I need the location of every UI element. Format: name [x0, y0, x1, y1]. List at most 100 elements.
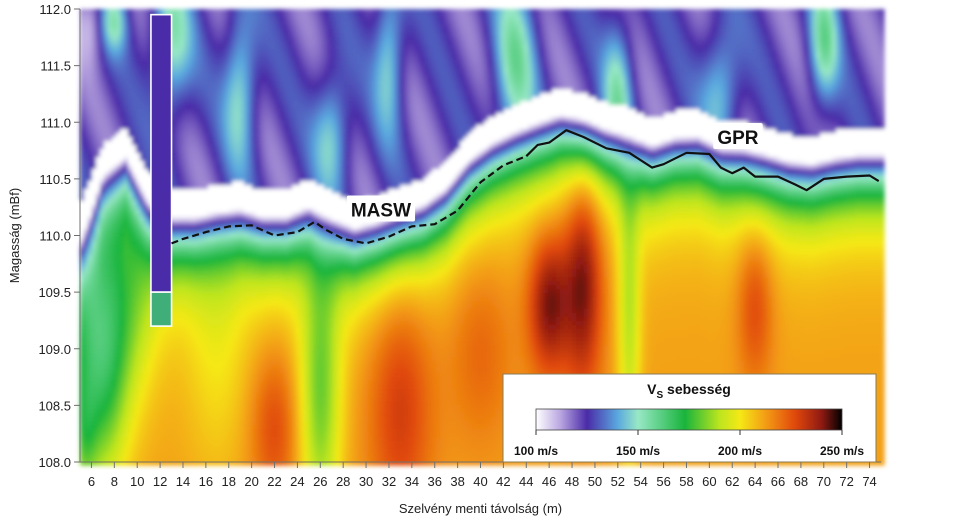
heatmap-cell — [252, 29, 257, 34]
heatmap-cell — [440, 101, 445, 106]
heatmap-cell — [132, 81, 137, 86]
heatmap-cell — [728, 93, 733, 98]
heatmap-cell — [768, 41, 773, 46]
heatmap-cell — [392, 77, 397, 82]
heatmap-cell — [80, 21, 85, 26]
heatmap-cell — [584, 13, 589, 18]
heatmap-cell — [500, 81, 505, 86]
heatmap-cell — [704, 101, 709, 106]
heatmap-cell — [796, 69, 801, 74]
heatmap-cell — [660, 57, 665, 62]
heatmap-cell — [524, 25, 529, 30]
heatmap-cell — [872, 77, 877, 82]
heatmap-cell — [672, 13, 677, 18]
heatmap-cell — [132, 77, 137, 82]
heatmap-cell — [652, 37, 657, 42]
heatmap-cell — [388, 105, 393, 110]
heatmap-cell — [764, 57, 769, 62]
heatmap-cell — [696, 37, 701, 42]
heatmap-cell — [836, 33, 841, 38]
heatmap-cell — [280, 85, 285, 90]
heatmap-cell — [472, 37, 477, 42]
heatmap-cell — [188, 33, 193, 38]
heatmap-cell — [196, 49, 201, 54]
heatmap-cell — [228, 57, 233, 62]
heatmap-cell — [520, 69, 525, 74]
heatmap-cell — [428, 25, 433, 30]
heatmap-cell — [508, 97, 513, 102]
heatmap-cell — [804, 41, 809, 46]
heatmap-cell — [348, 17, 353, 22]
heatmap-cell — [572, 61, 577, 66]
heatmap-cell — [500, 13, 505, 18]
heatmap-cell — [104, 85, 109, 90]
heatmap-cell — [648, 105, 653, 110]
heatmap-cell — [176, 73, 181, 78]
heatmap-cell — [756, 17, 761, 22]
heatmap-cell — [340, 25, 345, 30]
heatmap-cell — [128, 9, 133, 14]
heatmap-cell — [80, 53, 85, 58]
heatmap-cell — [648, 65, 653, 70]
heatmap-cell — [300, 93, 305, 98]
heatmap-cell — [744, 61, 749, 66]
heatmap-cell — [204, 57, 209, 62]
heatmap-cell — [648, 101, 653, 106]
heatmap-cell — [348, 101, 353, 106]
heatmap-cell — [496, 61, 501, 66]
heatmap-cell — [128, 41, 133, 46]
heatmap-cell — [748, 29, 753, 34]
heatmap-cell — [372, 21, 377, 26]
heatmap-cell — [608, 21, 613, 26]
heatmap-cell — [476, 17, 481, 22]
heatmap-cell — [436, 13, 441, 18]
heatmap-cell — [236, 77, 241, 82]
heatmap-cell — [336, 41, 341, 46]
heatmap-cell — [568, 25, 573, 30]
heatmap-cell — [764, 93, 769, 98]
heatmap-cell — [204, 45, 209, 50]
heatmap-cell — [612, 53, 617, 58]
heatmap-cell — [336, 101, 341, 106]
heatmap-cell — [448, 73, 453, 78]
heatmap-cell — [844, 29, 849, 34]
heatmap-cell — [228, 77, 233, 82]
heatmap-cell — [316, 57, 321, 62]
heatmap-cell — [804, 29, 809, 34]
heatmap-cell — [484, 41, 489, 46]
heatmap-cell — [792, 93, 797, 98]
heatmap-cell — [576, 25, 581, 30]
heatmap-cell — [264, 89, 269, 94]
heatmap-cell — [404, 61, 409, 66]
heatmap-cell — [684, 105, 689, 110]
heatmap-cell — [380, 69, 385, 74]
heatmap-cell — [868, 77, 873, 82]
heatmap-cell — [212, 17, 217, 22]
heatmap-cell — [632, 105, 637, 110]
heatmap-cell — [792, 77, 797, 82]
heatmap-cell — [312, 61, 317, 66]
heatmap-cell — [516, 57, 521, 62]
heatmap-cell — [216, 9, 221, 14]
heatmap-cell — [284, 21, 289, 26]
heatmap-cell — [176, 97, 181, 102]
heatmap-cell — [420, 61, 425, 66]
heatmap-cell — [84, 21, 89, 26]
heatmap-cell — [260, 93, 265, 98]
heatmap-cell — [536, 13, 541, 18]
heatmap-cell — [324, 69, 329, 74]
heatmap-cell — [580, 33, 585, 38]
heatmap-cell — [468, 57, 473, 62]
heatmap-cell — [800, 81, 805, 86]
heatmap-cell — [176, 101, 181, 106]
heatmap-cell — [388, 69, 393, 74]
heatmap-cell — [220, 93, 225, 98]
heatmap-cell — [400, 37, 405, 42]
heatmap-cell — [764, 17, 769, 22]
heatmap-cell — [640, 33, 645, 38]
heatmap-cell — [724, 29, 729, 34]
heatmap-cell — [328, 37, 333, 42]
heatmap-cell — [836, 89, 841, 94]
heatmap-cell — [704, 37, 709, 42]
heatmap-cell — [364, 21, 369, 26]
